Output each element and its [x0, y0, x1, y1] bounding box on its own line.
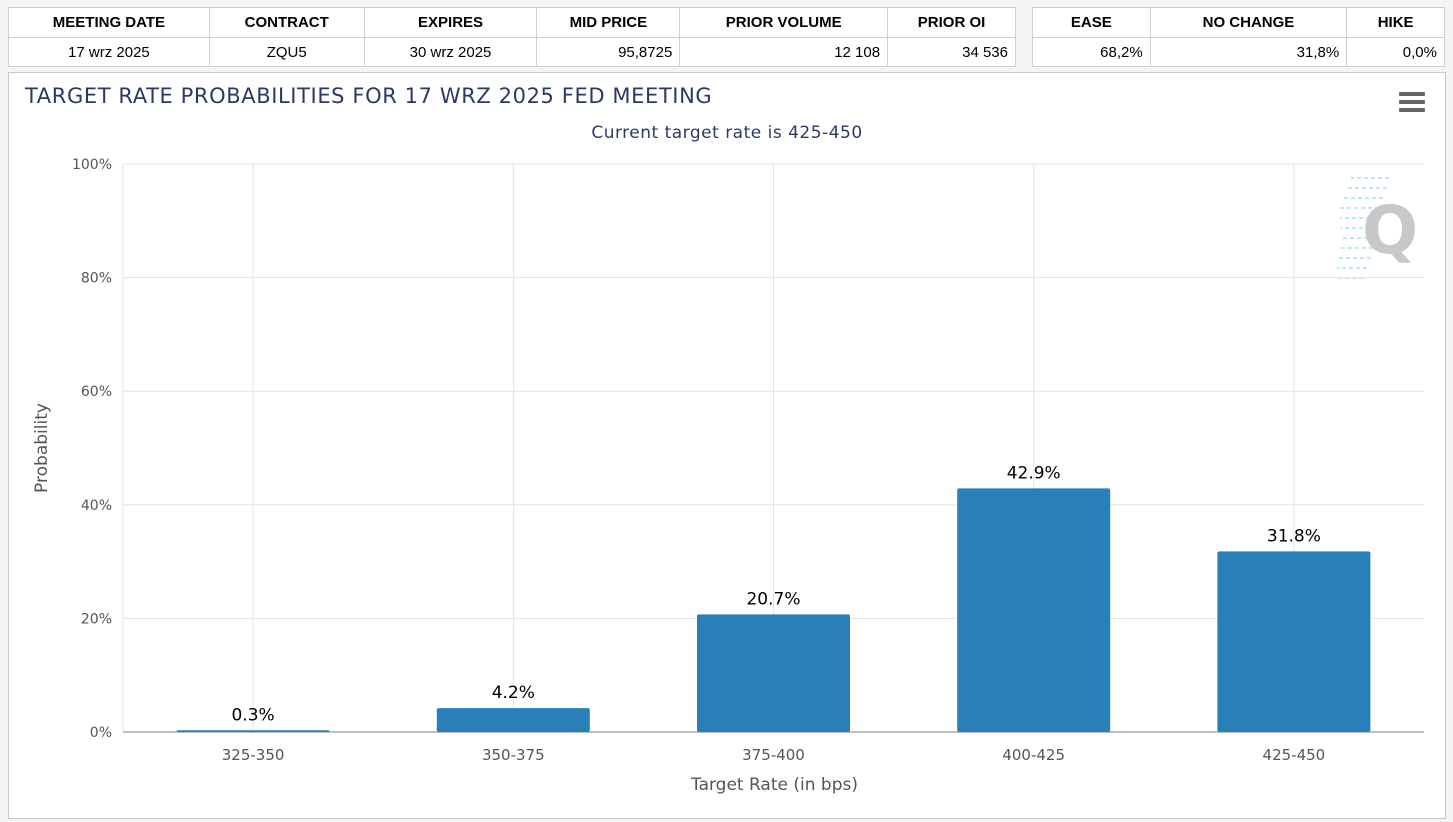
y-tick-label: 0% [90, 725, 112, 741]
prior-volume-value: 12 108 [679, 37, 889, 67]
prior-oi-value: 34 536 [887, 37, 1016, 67]
contract-value: ZQU5 [208, 37, 365, 67]
y-tick-label: 80% [81, 271, 112, 287]
y-tick-label: 100% [72, 157, 112, 173]
bar-value-label: 31.8% [1267, 526, 1321, 546]
summary-value-row: 17 wrz 2025 ZQU5 30 wrz 2025 95,8725 12 … [8, 37, 1016, 67]
header-hike: HIKE [1346, 7, 1445, 38]
bar [176, 730, 330, 732]
bar-value-label: 4.2% [492, 683, 535, 703]
y-tick-label: 40% [81, 498, 112, 514]
bar [957, 488, 1111, 732]
outcome-header-row: EASE NO CHANGE HIKE [1032, 7, 1445, 38]
mid-price-value: 95,8725 [536, 37, 681, 67]
bar-value-label: 20.7% [746, 589, 800, 609]
ease-value: 68,2% [1032, 37, 1151, 67]
x-axis-title: Target Rate (in bps) [690, 775, 858, 795]
header-prior-volume: PRIOR VOLUME [679, 7, 889, 38]
y-tick-label: 20% [81, 611, 112, 627]
menu-bar [1399, 108, 1425, 112]
header-no-change: NO CHANGE [1149, 7, 1348, 38]
svg-text:Q: Q [1362, 192, 1418, 269]
header-expires: EXPIRES [363, 7, 538, 38]
outcome-probabilities-table: EASE NO CHANGE HIKE 68,2% 31,8% 0,0% [1032, 7, 1445, 67]
meeting-date-value: 17 wrz 2025 [8, 37, 210, 67]
chart-title: TARGET RATE PROBABILITIES FOR 17 WRZ 202… [25, 84, 713, 108]
bar [697, 614, 850, 732]
header-prior-oi: PRIOR OI [887, 7, 1016, 38]
q-logo: Q [1337, 177, 1418, 279]
header-contract: CONTRACT [208, 7, 365, 38]
y-axis-title: Probability [32, 403, 52, 493]
summary-header-row: MEETING DATE CONTRACT EXPIRES MID PRICE … [8, 7, 1016, 38]
outcome-value-row: 68,2% 31,8% 0,0% [1032, 37, 1445, 67]
menu-bar [1399, 92, 1425, 96]
header-meeting-date: MEETING DATE [8, 7, 210, 38]
bar-value-label: 0.3% [231, 705, 274, 725]
x-tick-label: 325-350 [222, 746, 285, 764]
x-tick-label: 375-400 [742, 746, 805, 764]
bar [436, 708, 590, 732]
chart-svg: Q 0% 20% 40% 60% 80% 100% 0.3% 325-350 4.2% 350-3… [32, 157, 1424, 795]
hamburger-menu-icon[interactable] [1399, 92, 1425, 114]
no-change-value: 31,8% [1149, 37, 1348, 67]
chart-panel: Q 0% 20% 40% 60% 80% 100% 0.3% 325-350 4.2% 350-3… [8, 72, 1446, 819]
x-tick-label: 400-425 [1002, 746, 1065, 764]
menu-bar [1399, 100, 1425, 104]
chart-subtitle: Current target rate is 425-450 [591, 123, 863, 143]
meeting-summary-table: MEETING DATE CONTRACT EXPIRES MID PRICE … [8, 7, 1016, 67]
bar-value-label: 42.9% [1007, 463, 1061, 483]
y-tick-label: 60% [81, 384, 112, 400]
header-ease: EASE [1032, 7, 1151, 38]
hike-value: 0,0% [1346, 37, 1445, 67]
x-tick-label: 350-375 [482, 746, 545, 764]
bar [1217, 551, 1371, 732]
x-tick-label: 425-450 [1263, 746, 1326, 764]
header-mid-price: MID PRICE [536, 7, 681, 38]
expires-value: 30 wrz 2025 [363, 37, 538, 67]
